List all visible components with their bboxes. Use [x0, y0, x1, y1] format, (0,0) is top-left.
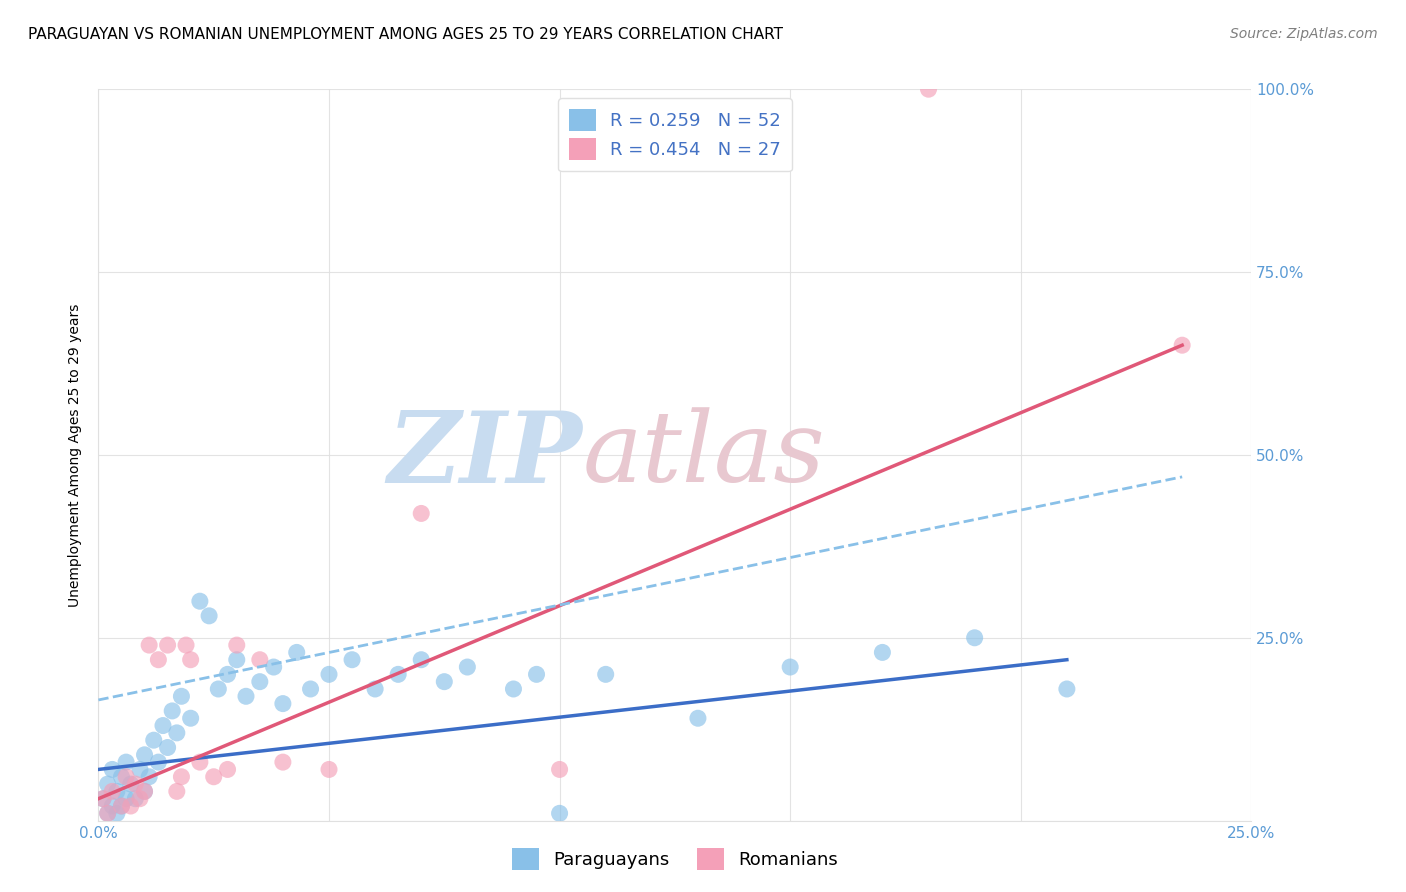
Point	[249, 674, 271, 689]
Point	[97, 777, 120, 791]
Text: ZIP: ZIP	[388, 407, 582, 503]
Point	[101, 784, 124, 798]
Point	[174, 638, 197, 652]
Point	[91, 791, 114, 805]
Point	[166, 784, 188, 798]
Point	[110, 799, 132, 814]
Point	[502, 681, 524, 696]
Point	[595, 667, 617, 681]
Point	[166, 726, 188, 740]
Point	[411, 653, 433, 667]
Point	[285, 645, 308, 659]
Point	[411, 507, 433, 521]
Point	[202, 770, 225, 784]
Point	[188, 594, 211, 608]
Point	[917, 82, 939, 96]
Point	[115, 791, 138, 805]
Point	[142, 733, 165, 747]
Point	[872, 645, 894, 659]
Y-axis label: Unemployment Among Ages 25 to 29 years: Unemployment Among Ages 25 to 29 years	[69, 303, 83, 607]
Point	[180, 711, 202, 725]
Point	[156, 638, 179, 652]
Point	[97, 806, 120, 821]
Point	[105, 806, 128, 821]
Point	[387, 667, 409, 681]
Point	[129, 763, 152, 777]
Point	[225, 653, 247, 667]
Text: Source: ZipAtlas.com: Source: ZipAtlas.com	[1230, 27, 1378, 41]
Point	[110, 770, 132, 784]
Point	[249, 653, 271, 667]
Point	[134, 784, 156, 798]
Point	[134, 784, 156, 798]
Point	[456, 660, 478, 674]
Point	[170, 770, 193, 784]
Point	[779, 660, 801, 674]
Point	[963, 631, 986, 645]
Point	[160, 704, 183, 718]
Point	[101, 763, 124, 777]
Point	[115, 770, 138, 784]
Point	[129, 791, 152, 805]
Point	[364, 681, 387, 696]
Point	[318, 667, 340, 681]
Point	[148, 755, 170, 769]
Point	[217, 667, 239, 681]
Point	[207, 681, 229, 696]
Point	[120, 799, 142, 814]
Point	[217, 763, 239, 777]
Point	[299, 681, 322, 696]
Point	[433, 674, 456, 689]
Point	[225, 638, 247, 652]
Point	[120, 777, 142, 791]
Point	[101, 799, 124, 814]
Point	[124, 777, 146, 791]
Point	[110, 799, 132, 814]
Point	[170, 690, 193, 704]
Point	[271, 755, 294, 769]
Point	[138, 638, 160, 652]
Point	[105, 784, 128, 798]
Point	[148, 653, 170, 667]
Point	[548, 806, 571, 821]
Point	[188, 755, 211, 769]
Legend: Paraguayans, Romanians: Paraguayans, Romanians	[505, 841, 845, 878]
Text: atlas: atlas	[582, 408, 825, 502]
Point	[263, 660, 285, 674]
Point	[97, 806, 120, 821]
Point	[124, 791, 146, 805]
Point	[340, 653, 363, 667]
Point	[156, 740, 179, 755]
Point	[235, 690, 257, 704]
Point	[180, 653, 202, 667]
Point	[115, 755, 138, 769]
Point	[138, 770, 160, 784]
Point	[1056, 681, 1078, 696]
Point	[548, 763, 571, 777]
Point	[198, 608, 221, 623]
Point	[134, 747, 156, 762]
Text: PARAGUAYAN VS ROMANIAN UNEMPLOYMENT AMONG AGES 25 TO 29 YEARS CORRELATION CHART: PARAGUAYAN VS ROMANIAN UNEMPLOYMENT AMON…	[28, 27, 783, 42]
Point	[318, 763, 340, 777]
Point	[526, 667, 548, 681]
Point	[152, 718, 174, 732]
Point	[686, 711, 709, 725]
Point	[271, 697, 294, 711]
Point	[91, 791, 114, 805]
Point	[1171, 338, 1194, 352]
